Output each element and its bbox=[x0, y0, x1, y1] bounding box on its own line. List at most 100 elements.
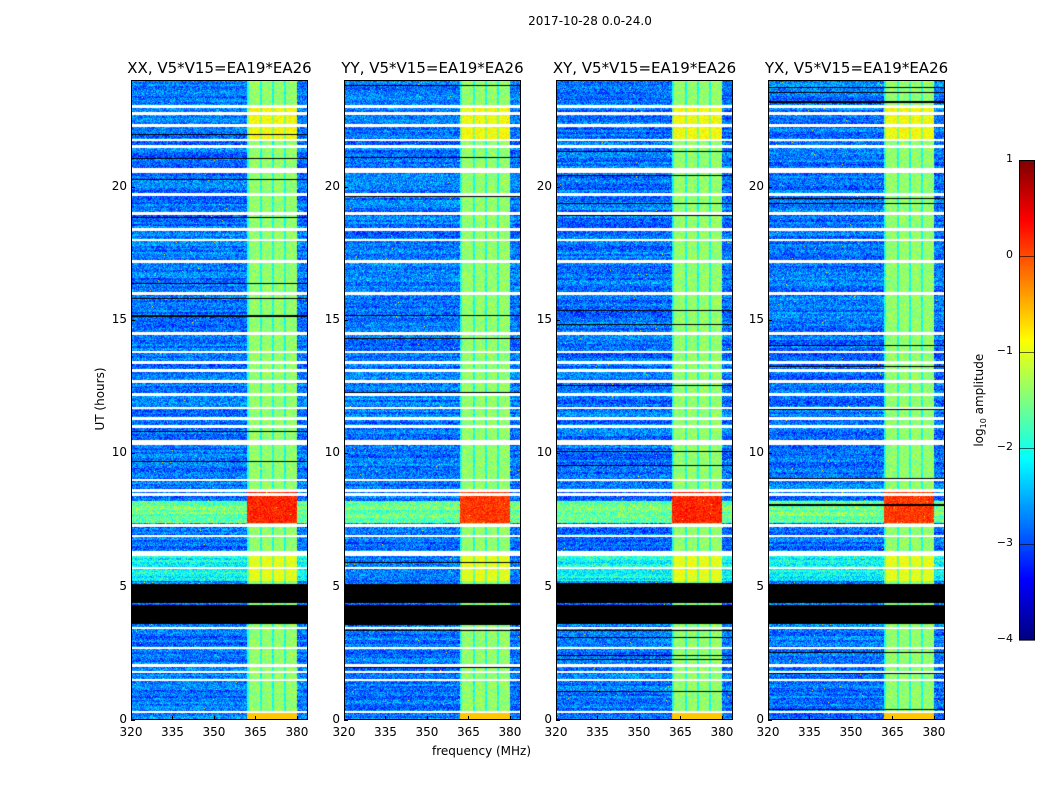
x-tick-label: 365 bbox=[244, 725, 267, 739]
x-tick-mark bbox=[213, 716, 215, 720]
x-tick-label: 335 bbox=[798, 725, 821, 739]
axes-frame bbox=[556, 80, 733, 720]
waterfall-panel-2 bbox=[556, 80, 733, 720]
x-tick-label: 365 bbox=[669, 725, 692, 739]
colorbar-tick-mark bbox=[1019, 256, 1035, 257]
y-tick-label: 0 bbox=[119, 712, 127, 726]
y-tick-mark bbox=[344, 186, 348, 188]
colorbar-tick-label: −3 bbox=[996, 536, 1013, 549]
x-tick-mark bbox=[172, 716, 174, 720]
x-tick-mark bbox=[638, 716, 640, 720]
x-tick-label: 320 bbox=[119, 725, 143, 739]
y-tick-label: 10 bbox=[536, 445, 552, 460]
x-tick-label: 380 bbox=[285, 725, 309, 739]
x-tick-mark bbox=[680, 716, 682, 720]
x-tick-mark bbox=[509, 716, 511, 720]
heatmap bbox=[768, 80, 945, 720]
y-tick-mark bbox=[344, 453, 348, 455]
y-tick-mark bbox=[344, 720, 348, 721]
waterfall-panel-0 bbox=[131, 80, 308, 720]
y-tick-mark bbox=[768, 186, 772, 188]
x-tick-mark bbox=[768, 716, 769, 720]
x-tick-mark bbox=[597, 716, 599, 720]
x-tick-mark bbox=[850, 716, 852, 720]
x-tick-label: 350 bbox=[839, 725, 863, 739]
y-tick-mark bbox=[131, 186, 135, 188]
x-tick-label: 365 bbox=[457, 725, 480, 739]
x-tick-label: 380 bbox=[710, 725, 734, 739]
x-tick-label: 380 bbox=[922, 725, 946, 739]
panel-title: YX, V5*V15=EA19*EA26 bbox=[764, 59, 949, 77]
x-tick-mark bbox=[556, 716, 557, 720]
axes-frame bbox=[131, 80, 308, 720]
y-axis-label: UT (hours) bbox=[93, 367, 107, 431]
heatmap bbox=[131, 80, 308, 720]
x-tick-mark bbox=[809, 716, 811, 720]
x-tick-label: 320 bbox=[756, 725, 780, 739]
x-tick-mark bbox=[385, 716, 387, 720]
figure-title: 2017-10-28 0.0-24.0 bbox=[528, 14, 652, 28]
y-tick-label: 10 bbox=[748, 445, 764, 460]
x-tick-label: 335 bbox=[586, 725, 609, 739]
x-tick-mark bbox=[255, 716, 257, 720]
colorbar-tick-mark bbox=[1019, 160, 1035, 161]
y-tick-label: 5 bbox=[119, 578, 127, 593]
y-tick-label: 5 bbox=[332, 578, 340, 593]
y-tick-label: 15 bbox=[536, 312, 552, 326]
colorbar-tick-mark bbox=[1019, 352, 1035, 353]
y-tick-mark bbox=[556, 186, 560, 188]
x-tick-label: 380 bbox=[498, 725, 522, 739]
y-tick-mark bbox=[556, 320, 560, 321]
heatmap bbox=[344, 80, 521, 720]
y-tick-mark bbox=[131, 320, 135, 321]
y-tick-label: 15 bbox=[748, 312, 764, 326]
x-tick-mark bbox=[933, 716, 935, 720]
y-tick-mark bbox=[768, 720, 772, 721]
y-tick-label: 20 bbox=[111, 178, 127, 193]
x-tick-mark bbox=[426, 716, 428, 720]
x-tick-label: 350 bbox=[627, 725, 651, 739]
y-tick-mark bbox=[556, 720, 560, 721]
y-tick-label: 10 bbox=[111, 445, 127, 460]
colorbar-gradient bbox=[1019, 160, 1035, 640]
waterfall-panel-3 bbox=[768, 80, 945, 720]
y-tick-label: 0 bbox=[756, 712, 764, 726]
x-tick-label: 365 bbox=[881, 725, 904, 739]
y-tick-label: 0 bbox=[544, 712, 552, 726]
y-tick-label: 0 bbox=[332, 712, 340, 726]
x-tick-label: 335 bbox=[161, 725, 184, 739]
y-tick-mark bbox=[768, 453, 772, 455]
colorbar-tick-label: 0 bbox=[1006, 248, 1013, 261]
colorbar-tick-label: −2 bbox=[996, 440, 1013, 453]
x-tick-mark bbox=[721, 716, 723, 720]
panel-title: YY, V5*V15=EA19*EA26 bbox=[341, 59, 524, 77]
y-tick-mark bbox=[131, 720, 135, 721]
x-tick-label: 335 bbox=[374, 725, 397, 739]
y-tick-mark bbox=[556, 453, 560, 455]
y-tick-label: 20 bbox=[748, 178, 764, 193]
axes-frame bbox=[344, 80, 521, 720]
heatmap bbox=[556, 80, 733, 720]
panel-title: XX, V5*V15=EA19*EA26 bbox=[127, 59, 312, 77]
colorbar-tick-mark bbox=[1019, 640, 1035, 641]
x-tick-label: 350 bbox=[202, 725, 226, 739]
x-tick-label: 350 bbox=[415, 725, 439, 739]
x-axis-label: frequency (MHz) bbox=[432, 744, 532, 758]
panel-title: XY, V5*V15=EA19*EA26 bbox=[552, 59, 737, 77]
colorbar bbox=[1019, 160, 1035, 640]
y-tick-label: 5 bbox=[756, 578, 764, 593]
x-tick-mark bbox=[344, 716, 345, 720]
colorbar-tick-label: −4 bbox=[996, 632, 1013, 645]
x-tick-mark bbox=[131, 716, 132, 720]
colorbar-frame bbox=[1019, 160, 1035, 640]
x-tick-label: 320 bbox=[544, 725, 568, 739]
colorbar-tick-label: 1 bbox=[1006, 152, 1013, 165]
y-tick-mark bbox=[344, 586, 348, 588]
colorbar-tick-mark bbox=[1019, 544, 1035, 545]
x-tick-mark bbox=[468, 716, 470, 720]
y-tick-label: 15 bbox=[111, 312, 127, 326]
colorbar-tick-label: −1 bbox=[996, 344, 1013, 357]
waterfall-panel-1 bbox=[344, 80, 521, 720]
x-tick-mark bbox=[296, 716, 298, 720]
